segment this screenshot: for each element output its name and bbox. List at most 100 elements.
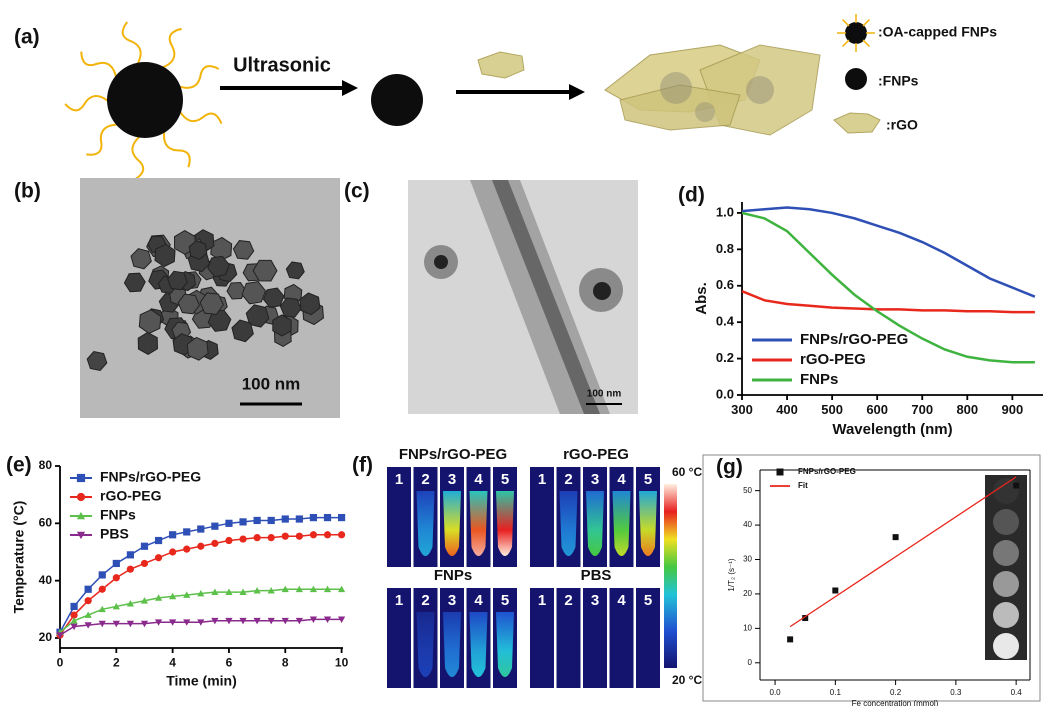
marker: [337, 531, 346, 539]
nanoparticle: [107, 62, 183, 138]
legend-swatch: [76, 492, 86, 502]
particle: [199, 292, 224, 315]
panel-label: (f): [352, 454, 373, 477]
y-tick-label: 0: [748, 658, 753, 667]
tube-label: 1: [395, 471, 403, 488]
marker: [140, 559, 149, 568]
marker: [211, 522, 219, 530]
x-tick-label: 500: [821, 402, 843, 417]
marker: [84, 585, 92, 593]
series-line: [741, 290, 1035, 314]
marker: [309, 585, 318, 593]
marker: [337, 513, 346, 522]
marker: [239, 535, 247, 543]
particle: [86, 350, 108, 372]
particle: [252, 259, 278, 282]
ligand: [80, 51, 118, 79]
marker: [323, 585, 332, 593]
x-tick-label: 700: [911, 402, 933, 417]
particle: [167, 270, 188, 291]
legend-text: :FNPs: [878, 73, 919, 89]
marker: [295, 617, 303, 625]
y-axis-label: Temperature (°C): [11, 501, 27, 614]
panel-label: (g): [716, 456, 743, 479]
marker: [183, 528, 191, 536]
rgo-sheet: [477, 51, 525, 79]
mri-strip: [985, 475, 1027, 660]
marker: [211, 539, 219, 547]
x-tick-label: 0.1: [830, 688, 842, 697]
ligand: [842, 19, 850, 27]
y-tick-label: 0.8: [716, 241, 734, 256]
phantom: [993, 571, 1019, 597]
marker: [267, 587, 275, 594]
particle-cluster: [593, 282, 611, 300]
marker: [98, 605, 106, 613]
legend-icon: [833, 112, 881, 134]
tube: [416, 491, 435, 556]
particle-cluster: [434, 255, 448, 269]
tube-label: 5: [644, 592, 652, 609]
x-tick-label: 900: [1002, 402, 1024, 417]
y-tick-label: 0.4: [716, 314, 735, 329]
marker: [169, 619, 177, 626]
y-tick-label: 10: [743, 623, 752, 632]
tube-label: 4: [474, 471, 483, 488]
ligand: [178, 110, 223, 125]
marker: [295, 585, 303, 593]
tube-label: 4: [474, 592, 483, 609]
marker: [323, 513, 332, 522]
legend-label: FNPs/rGO-PEG: [800, 331, 908, 348]
legend-label: FNPs: [100, 507, 136, 523]
thermal-cell: [387, 588, 411, 688]
marker: [154, 619, 163, 626]
y-tick-label: 80: [39, 458, 53, 472]
x-tick-label: 300: [731, 402, 753, 417]
marker: [112, 574, 120, 582]
particle: [285, 261, 305, 280]
marker: [183, 545, 191, 553]
marker: [267, 617, 275, 625]
x-tick-label: 0.0: [770, 688, 782, 697]
schematic: Ultrasonic :OA-capped FNPs :FNPs :rGO: [64, 14, 997, 181]
marker: [126, 551, 134, 559]
ligand: [121, 21, 142, 66]
tube-label: 1: [395, 592, 403, 609]
tube-label: 1: [538, 592, 546, 609]
marker: [802, 615, 809, 622]
marker: [281, 515, 289, 523]
legend-label: rGO-PEG: [100, 488, 162, 504]
ligand: [161, 27, 182, 69]
ligand: [163, 130, 191, 168]
legend-swatch: [776, 468, 784, 476]
legend-swatch: [76, 473, 86, 483]
marker: [253, 534, 261, 542]
marker: [787, 636, 794, 643]
x-axis-label: Time (min): [166, 673, 237, 689]
arrow-head: [569, 84, 585, 100]
marker: [225, 588, 233, 595]
marker: [253, 617, 261, 625]
legend-text: :rGO: [886, 117, 918, 133]
marker: [84, 622, 92, 629]
marker: [70, 602, 78, 611]
colorbar-min: 20 °C: [672, 673, 702, 687]
series-line: [741, 211, 1035, 364]
marker: [211, 617, 219, 625]
tube-label: 3: [591, 592, 599, 609]
legend-label: FNPs/rGO-PEG: [798, 467, 856, 476]
thermal-cell: [556, 588, 581, 688]
nanoparticle: [660, 72, 692, 104]
nanoparticle: [746, 76, 774, 104]
marker: [225, 519, 233, 527]
group-title: FNPs: [434, 567, 472, 584]
legend-swatch: [76, 511, 86, 520]
marker: [154, 536, 163, 545]
tube-label: 4: [617, 592, 626, 609]
ligand: [131, 134, 145, 181]
thermal-images: FNPs/rGO-PEG 1 2 3 4 5 rGO-PEG 1 2 3 4 5 FNPs 1 2 3 4 5 PB…: [387, 446, 660, 688]
ligand: [64, 94, 110, 112]
arrow-label: Ultrasonic: [233, 54, 331, 76]
x-tick-label: 4: [169, 655, 176, 669]
